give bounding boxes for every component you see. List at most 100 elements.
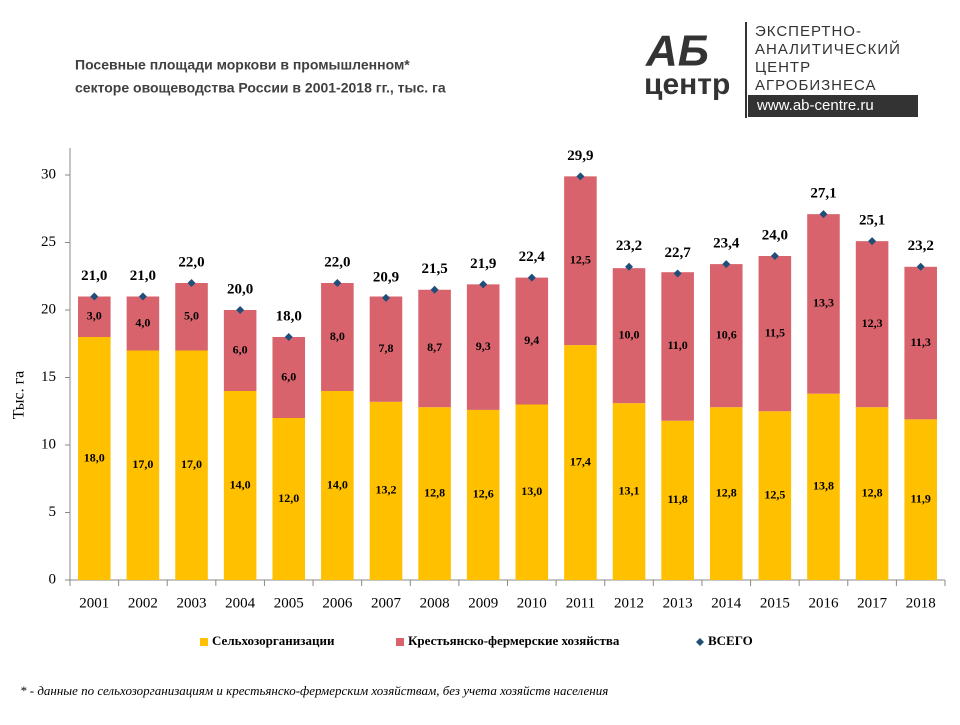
total-marker [819, 210, 828, 219]
total-label: 21,5 [421, 261, 447, 277]
bar-segment [661, 272, 694, 421]
x-tick-label: 2006 [322, 595, 353, 611]
total-label: 23,2 [908, 238, 934, 254]
logo-url-bg [748, 95, 918, 117]
data-label: 8,7 [427, 340, 442, 354]
data-label: 13,1 [619, 483, 640, 497]
data-label: 7,8 [378, 341, 393, 355]
data-label: 12,0 [278, 491, 299, 505]
total-label: 20,0 [227, 281, 253, 297]
x-tick-label: 2003 [177, 595, 207, 611]
data-label: 10,6 [716, 327, 737, 341]
logo-small: центр [644, 68, 730, 101]
bar-segment [855, 241, 889, 408]
data-label: 11,9 [911, 491, 931, 505]
chart-title: секторе овощеводства России в 2001-2018 … [75, 80, 446, 96]
total-marker [916, 262, 925, 271]
logo-line: АНАЛИТИЧЕСКИЙ [755, 40, 901, 58]
total-marker [236, 306, 245, 314]
total-label: 23,4 [713, 236, 740, 252]
x-tick-label: 2018 [906, 595, 936, 611]
data-label: 12,3 [862, 316, 883, 330]
data-label: 12,6 [473, 487, 494, 501]
x-tick-label: 2002 [128, 595, 158, 611]
total-label: 22,0 [324, 254, 350, 270]
total-marker [430, 285, 439, 294]
legend-label: Крестьянско-фермерские хозяйства [408, 633, 620, 648]
total-marker [284, 333, 293, 341]
bar-segment [223, 391, 257, 580]
y-tick-label: 25 [41, 234, 56, 250]
y-tick-label: 10 [41, 436, 56, 452]
bar-segment [78, 296, 111, 337]
bar-segment [321, 391, 354, 580]
x-tick-label: 2011 [566, 595, 595, 611]
total-marker [722, 260, 731, 269]
footnote: * - данные по сельхозорганизациям и крес… [20, 683, 608, 698]
data-label: 12,8 [424, 485, 445, 499]
bar-segment [758, 411, 792, 580]
data-label: 3,0 [87, 309, 102, 323]
x-tick-label: 2004 [225, 595, 256, 611]
data-label: 5,0 [184, 309, 199, 323]
total-marker [868, 237, 877, 246]
data-label: 11,3 [911, 335, 931, 349]
bar-segment [904, 266, 937, 420]
x-tick-label: 2017 [857, 595, 888, 611]
total-label: 25,1 [859, 213, 885, 229]
bar-segment [564, 345, 597, 580]
total-label: 23,2 [616, 238, 642, 254]
total-marker [90, 292, 99, 301]
total-label: 18,0 [276, 308, 302, 324]
data-label: 6,0 [281, 369, 296, 383]
total-marker [138, 292, 147, 301]
bar-segment [78, 337, 111, 580]
total-label: 21,0 [130, 268, 156, 284]
bar-segment [321, 283, 354, 391]
data-label: 8,0 [330, 329, 345, 343]
bar-segment [612, 403, 646, 580]
total-label: 27,1 [810, 186, 836, 202]
total-label: 22,4 [519, 249, 546, 265]
legend-label: ВСЕГО [708, 633, 753, 648]
data-label: 12,8 [716, 485, 737, 499]
bar-segment [709, 407, 743, 580]
data-label: 13,2 [375, 483, 396, 497]
bar-segment [466, 409, 500, 580]
bar-segment [661, 420, 694, 580]
bar-segment [175, 350, 208, 580]
logo-line: ЭКСПЕРТНО- [755, 23, 862, 40]
bar-segment [807, 214, 840, 394]
data-label: 14,0 [327, 477, 348, 491]
data-label: 9,3 [476, 339, 491, 353]
total-label: 21,9 [470, 256, 496, 272]
data-label: 9,4 [524, 333, 539, 347]
bar-segment [807, 393, 840, 580]
total-label: 22,7 [665, 245, 692, 261]
x-tick-label: 2005 [274, 595, 304, 611]
data-label: 10,0 [619, 327, 640, 341]
y-tick-label: 20 [41, 301, 56, 317]
x-tick-label: 2016 [808, 595, 839, 611]
y-tick-label: 15 [41, 369, 56, 385]
bar-segment [612, 268, 646, 404]
data-label: 17,4 [570, 454, 591, 468]
legend-label: Сельхозорганизации [212, 633, 335, 648]
bar-segment [564, 176, 597, 346]
y-tick-label: 30 [41, 166, 56, 182]
total-marker [381, 293, 390, 302]
x-tick-label: 2010 [517, 595, 547, 611]
data-label: 14,0 [230, 477, 251, 491]
x-tick-label: 2008 [420, 595, 450, 611]
data-label: 12,5 [570, 252, 591, 266]
data-label: 12,8 [862, 485, 883, 499]
total-marker [527, 273, 536, 282]
legend-swatch [696, 638, 704, 646]
logo-line: АГРОБИЗНЕСА [755, 77, 877, 94]
legend-swatch [200, 638, 208, 646]
total-marker [576, 172, 585, 181]
total-label: 29,9 [567, 148, 593, 164]
bar-segment [272, 337, 306, 418]
total-marker [770, 252, 779, 260]
